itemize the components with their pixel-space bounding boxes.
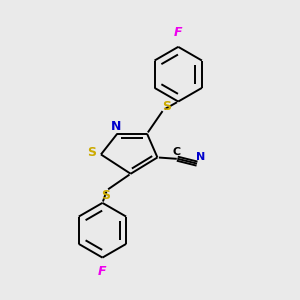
Text: S: S — [101, 189, 110, 202]
Text: S: S — [88, 146, 97, 160]
Text: N: N — [111, 120, 121, 133]
Text: N: N — [196, 152, 205, 162]
Text: F: F — [98, 265, 107, 278]
Text: S: S — [162, 100, 171, 113]
Text: C: C — [173, 147, 181, 158]
Text: F: F — [174, 26, 182, 39]
